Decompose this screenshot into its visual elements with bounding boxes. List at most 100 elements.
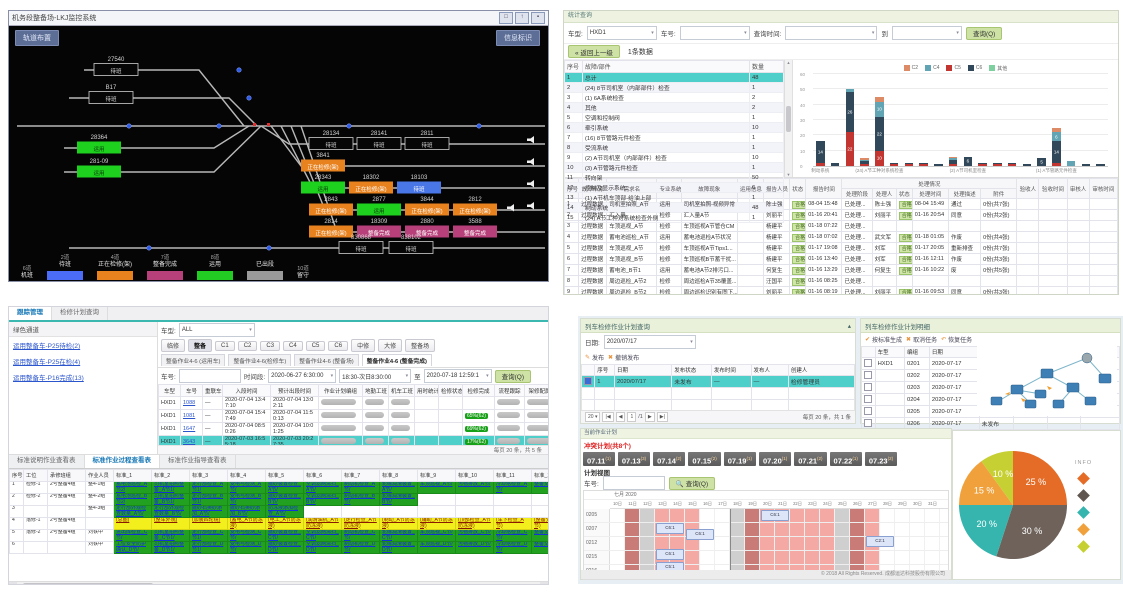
table-row[interactable]: 9 过程数据 周边巡检_B节2 检修 周边巡检识别有图下... 刘丽平 合格 01-16 08…	[564, 286, 1118, 294]
page-number-input[interactable]: 1	[627, 412, 637, 422]
task-link[interactable]: (走行检查_A节防冻液)	[344, 517, 377, 529]
repair-class-button[interactable]: 整备场	[405, 339, 436, 352]
scroll-up-icon[interactable]: ▲	[786, 60, 791, 65]
task-link[interactable]: 制动机检查_C节/	[344, 529, 376, 541]
task-link[interactable]: (整车外观)	[154, 517, 178, 523]
table-row[interactable]: 4 过程数据 蓄电池巡检_A节 运用 蓄电池巡检A节状况 杨建平 合格 01-18 07:02…	[564, 231, 1118, 243]
tab-1[interactable]: 检修计划查询	[52, 307, 108, 320]
task-link[interactable]: 走行部检查_B节1/	[192, 493, 224, 505]
filter-select[interactable]: HXD1 ▾	[586, 26, 657, 40]
work-subtab[interactable]: 整备作业4-6 (运用车)	[161, 354, 226, 366]
task-link[interactable]: 整备交验_D节/	[534, 541, 548, 547]
table-row[interactable]: 5 空调和控制阀 1	[564, 112, 784, 123]
horizontal-scrollbar[interactable]: ◀ ▶	[9, 581, 548, 584]
shift-select[interactable]: 18:30-次日8:30:00 ▾	[339, 369, 412, 383]
conflict-date-chip[interactable]: 07.23(2)	[864, 452, 898, 466]
next-page-button[interactable]: ▶	[644, 412, 655, 422]
toolbar-button[interactable]: ✖ 取消任务	[906, 335, 937, 344]
table-row[interactable]: 1 总计 48	[564, 72, 784, 83]
table-row[interactable]: 7 过程数据 蓄电池_B节1 运用 蓄电池A节2排污口... 何复生 合格 01-16 13:…	[564, 264, 1118, 276]
row-checkbox[interactable]	[864, 382, 872, 391]
work-subtab[interactable]: 整备作业4-6 (整备完成)	[361, 354, 432, 366]
task-link[interactable]: 车顶巡视_C节/	[420, 529, 453, 535]
standard-tab[interactable]: 标准说明作业查看表	[9, 455, 85, 468]
repair-class-button[interactable]: C1	[215, 340, 235, 351]
table-row[interactable]: 11 转向架 50	[564, 172, 784, 183]
table-row[interactable]: 4 其他 2	[564, 102, 784, 113]
task-link[interactable]: 污物排放_C节/	[458, 529, 491, 535]
table-row[interactable]: HXD1 1647 —2020-07-04 08:50:26 2020-07-04 1…	[158, 422, 548, 436]
work-subtab[interactable]: 整备作业4-6 (整备场)	[294, 354, 359, 366]
task-link[interactable]: 空调滤网清扫_A节/	[306, 481, 339, 493]
repair-class-button[interactable]: C4	[283, 340, 303, 351]
page-size-select[interactable]: 20 ▾	[585, 412, 601, 422]
task-link[interactable]: (润滑油机_A节防冻液)	[306, 517, 339, 529]
task-link[interactable]: (制动_A节防冻液)	[382, 517, 415, 529]
task-link[interactable]: 司机室拍照整备_D节1/	[154, 541, 185, 553]
cartype-select[interactable]: ALL ▾	[178, 323, 255, 337]
task-link[interactable]: 进出库检查_C节/	[116, 529, 148, 541]
repair-class-button[interactable]: 整备	[188, 339, 213, 352]
filter-select[interactable]: ▾	[679, 26, 750, 40]
table-row[interactable]: 5 过程数据 车顶巡视_A节 检修 车顶巡视A节Tips1... 杨建平 合格 01-17 1…	[564, 242, 1118, 254]
scroll-thumb[interactable]	[786, 105, 791, 132]
conflict-date-chip[interactable]: 07.21(2)	[794, 452, 827, 466]
task-link[interactable]: 走行部检查_D节1/	[192, 541, 224, 553]
gantt-task-block[interactable]: C6:1	[761, 510, 789, 521]
task-link[interactable]: (顶部检查_A节防冻液)	[458, 517, 491, 529]
scroll-thumb[interactable]	[23, 583, 153, 584]
car-no-link[interactable]: 1081	[183, 413, 196, 419]
repair-class-button[interactable]: 中修	[351, 339, 376, 352]
table-row[interactable]: 9 (2) A节司机室（内部部件）检查 10	[564, 152, 784, 163]
standard-tab[interactable]: 标准作业过程查看表	[84, 455, 160, 468]
conflict-date-chip[interactable]: 07.22(1)	[829, 452, 862, 466]
table-row[interactable]: 6 过程数据 车顶巡视_B节 检修 车顶巡视B节蓄干扰... 杨建平 合格 01-16 13:…	[564, 253, 1118, 265]
task-link[interactable]: 撒砂装置检查_C节/	[268, 529, 301, 541]
task-link[interactable]: 蓄电池巡检_A节2/	[116, 481, 148, 493]
repair-class-button[interactable]: C2	[237, 340, 258, 351]
task-link[interactable]: 制动机检查_A节/	[344, 481, 376, 493]
window-control-icon[interactable]: □	[499, 12, 513, 24]
prev-page-button[interactable]: ◀	[615, 412, 626, 422]
row-checkbox[interactable]	[864, 370, 872, 379]
window-control-icon[interactable]: ↑	[515, 12, 529, 24]
task-link[interactable]: 污物排放_A节/	[458, 481, 491, 487]
tracking-search-button[interactable]: 查询(Q)	[494, 369, 532, 383]
repair-class-button[interactable]: 临修	[161, 339, 186, 352]
table-row[interactable]: 8 过程数据 周边巡检_A节2 检修 周边巡检A节35覆盖... 汪国平 合格 01-16 0…	[564, 275, 1118, 287]
task-link[interactable]: 撒砂石英砂添加_A节/	[192, 505, 223, 517]
date-from-select[interactable]: 2020-06-27 6:30:00 ▾	[268, 369, 337, 383]
task-link[interactable]: (蓄电_A节防冻液)	[230, 517, 263, 529]
task-link[interactable]: 走行部外观检查数量_A节/	[116, 505, 147, 517]
tree-link[interactable]: 运用整备车-P25待检(2)	[13, 343, 81, 350]
date-to-select[interactable]: 2020-07-18 12:59:1 ▾	[423, 369, 492, 383]
scroll-left-icon[interactable]: ◀	[9, 582, 17, 584]
toolbar-button[interactable]: ✎ 发布	[585, 353, 604, 362]
toolbar-button[interactable]: ✔ 按标准生成	[865, 335, 902, 344]
first-page-button[interactable]: |◀	[602, 412, 614, 422]
task-link[interactable]: (总图)	[116, 517, 130, 523]
conflict-date-chip[interactable]: 07.15(2)	[688, 452, 721, 466]
table-row[interactable]: 10 (3) A节管路元件检查 1	[564, 162, 784, 173]
task-link[interactable]: 司机室拍照整备_B节1/	[154, 493, 185, 505]
conflict-date-chip[interactable]: 07.20(1)	[758, 452, 792, 466]
task-link[interactable]: 制动机检查_D节/	[344, 541, 376, 553]
task-link[interactable]: 整备交验_C节/	[534, 529, 548, 535]
row-checkbox[interactable]	[864, 394, 872, 403]
plan-date-select[interactable]: 2020/07/17 ▾	[603, 335, 696, 349]
table-row[interactable]: 8 受流系统 1	[564, 142, 784, 153]
task-link[interactable]: (加装四轮镜)	[192, 517, 221, 523]
conflict-date-chip[interactable]: 07.11(1)	[583, 452, 615, 466]
car-no-link[interactable]: 1088	[183, 400, 196, 406]
tree-link[interactable]: 运用整备车-P25在检(4)	[13, 359, 81, 366]
task-link[interactable]: 防冻液添加检查_A节/	[268, 505, 299, 517]
task-link[interactable]: 走行部外观检查数量_B节/	[154, 505, 185, 517]
table-row[interactable]: HXD1 1081 —2020-07-04 15:47:49 2020-07-04 1…	[158, 409, 548, 423]
table-row[interactable]: 3 (1) 6A系统检查 2	[564, 92, 784, 103]
info-mark-button[interactable]: 信息标识	[496, 30, 540, 46]
task-link[interactable]: 车顶巡视_A节/	[420, 481, 453, 487]
conflict-date-chip[interactable]: 07.14(2)	[653, 452, 686, 466]
conflict-date-chip[interactable]: 07.19(1)	[723, 452, 756, 466]
task-link[interactable]: 受电弓检测_C节/	[230, 529, 262, 541]
